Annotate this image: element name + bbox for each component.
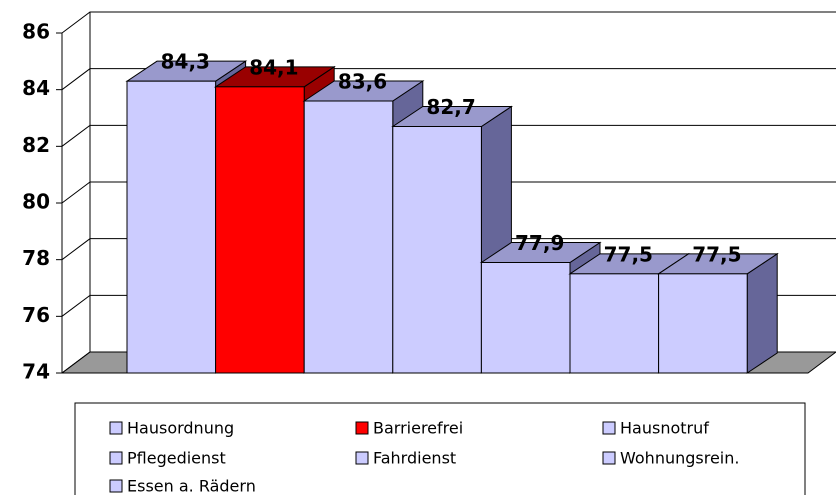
value-label: 77,5 [604, 242, 653, 266]
y-tick-label: 78 [22, 246, 50, 270]
value-label: 77,5 [692, 242, 741, 266]
value-label: 82,7 [426, 95, 475, 119]
bar [658, 273, 748, 374]
legend-label: Hausordnung [127, 419, 234, 438]
bar [215, 86, 305, 374]
value-label: 77,9 [515, 231, 564, 255]
y-tick-label: 74 [22, 360, 50, 384]
y-tick-label: 76 [22, 303, 50, 327]
bar-side [746, 252, 778, 374]
legend-swatch [109, 479, 123, 493]
value-label: 83,6 [338, 70, 387, 94]
legend-label: Wohnungsrein. [620, 449, 739, 468]
bar [126, 80, 217, 374]
legend-label: Essen a. Rädern [127, 477, 256, 495]
bar [392, 126, 482, 374]
legend-label: Fahrdienst [373, 449, 456, 468]
y-tick-label: 86 [22, 20, 50, 44]
legend-label: Hausnotruf [620, 419, 709, 438]
legend-label: Pflegedienst [127, 449, 226, 468]
legend-label: Barrierefrei [373, 419, 463, 438]
bar [303, 100, 394, 374]
value-label: 84,1 [249, 55, 298, 79]
legend-swatch [355, 421, 369, 435]
legend-swatch [602, 451, 616, 465]
legend-swatch [602, 421, 616, 435]
bar [569, 273, 660, 374]
legend-swatch [109, 421, 123, 435]
legend-box [74, 402, 806, 495]
y-tick-label: 80 [22, 190, 50, 214]
bar [480, 262, 571, 374]
y-tick-label: 84 [22, 76, 50, 100]
y-tick-label: 82 [22, 133, 50, 157]
legend-swatch [109, 451, 123, 465]
value-label: 84,3 [161, 50, 210, 74]
legend-swatch [355, 451, 369, 465]
